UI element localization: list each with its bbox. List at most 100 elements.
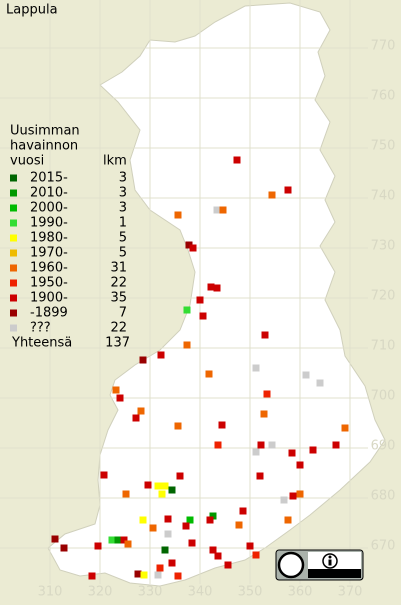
legend-count: 5 bbox=[119, 231, 127, 246]
observation-square bbox=[206, 516, 214, 524]
x-tick-label: 370 bbox=[338, 585, 363, 600]
map-title: Lappula bbox=[6, 3, 58, 18]
observation-square bbox=[60, 544, 68, 552]
observation-square bbox=[316, 379, 324, 387]
observation-square bbox=[120, 536, 128, 544]
legend-swatch bbox=[10, 249, 17, 257]
observation-square bbox=[164, 515, 172, 523]
legend-count: 3 bbox=[119, 186, 127, 201]
observation-square bbox=[88, 572, 96, 580]
y-tick-label: 720 bbox=[371, 289, 396, 304]
observation-square bbox=[296, 461, 304, 469]
observation-square bbox=[183, 341, 191, 349]
legend-title: vuosi bbox=[10, 154, 44, 169]
observation-square bbox=[268, 191, 276, 199]
y-tick-label: 670 bbox=[371, 539, 396, 554]
observation-square bbox=[284, 186, 292, 194]
legend-count: 3 bbox=[119, 171, 127, 186]
observation-square bbox=[341, 424, 349, 432]
legend-count: 3 bbox=[119, 201, 127, 216]
legend-label: 2000- bbox=[30, 201, 68, 216]
observation-square bbox=[252, 448, 260, 456]
observation-square bbox=[260, 410, 268, 418]
observation-square bbox=[213, 284, 221, 292]
observation-square bbox=[139, 356, 147, 364]
observation-square bbox=[233, 156, 241, 164]
legend-label: 1960- bbox=[30, 261, 68, 276]
land bbox=[47, 2, 386, 587]
observation-square bbox=[280, 496, 288, 504]
total-count: 137 bbox=[105, 336, 130, 351]
observation-square bbox=[263, 390, 271, 398]
observation-square bbox=[188, 539, 196, 547]
observation-square bbox=[157, 351, 165, 359]
observation-square bbox=[213, 206, 221, 214]
legend-swatch bbox=[10, 309, 17, 317]
observation-square bbox=[124, 540, 132, 548]
observation-square bbox=[224, 561, 232, 569]
observation-square bbox=[309, 446, 317, 454]
legend-count-header: lkm bbox=[103, 154, 127, 169]
x-tick-label: 330 bbox=[138, 585, 163, 600]
observation-square bbox=[134, 570, 142, 578]
observation-square bbox=[108, 536, 116, 544]
legend-swatch bbox=[10, 279, 17, 287]
legend-label: 2010- bbox=[30, 186, 68, 201]
total-label: Yhteensä bbox=[11, 336, 72, 351]
y-tick-label: 680 bbox=[371, 489, 396, 504]
observation-square bbox=[161, 482, 169, 490]
observation-square bbox=[174, 211, 182, 219]
observation-square bbox=[94, 542, 102, 550]
y-tick-label: 770 bbox=[371, 39, 396, 54]
legend-count: 1 bbox=[119, 216, 127, 231]
observation-square bbox=[186, 516, 194, 524]
observation-square bbox=[182, 522, 190, 530]
observation-square bbox=[239, 507, 247, 515]
observation-square bbox=[209, 512, 217, 520]
legend-swatch bbox=[10, 324, 17, 332]
legend-count: 7 bbox=[119, 306, 127, 321]
observation-square bbox=[189, 244, 197, 252]
legend-count: 5 bbox=[119, 246, 127, 261]
observation-square bbox=[185, 241, 193, 249]
observation-square bbox=[122, 490, 130, 498]
observation-square bbox=[256, 472, 264, 480]
observation-square bbox=[252, 364, 260, 372]
legend-label: -1899 bbox=[30, 306, 68, 321]
observation-square bbox=[114, 536, 122, 544]
legend-title: havainnon bbox=[10, 139, 78, 154]
x-tick-label: 340 bbox=[188, 585, 213, 600]
grid: 310 320 330 340 350 360 370 670 680 690 700 710 720 7… bbox=[0, 0, 395, 600]
legend-swatch bbox=[10, 264, 17, 272]
legend-label: ??? bbox=[30, 321, 51, 336]
observation-square bbox=[261, 331, 269, 339]
legend-swatch bbox=[10, 234, 17, 242]
legend-title: Uusimman bbox=[10, 124, 80, 139]
legend-count: 22 bbox=[110, 276, 127, 291]
observation-square bbox=[235, 521, 243, 529]
observation-square bbox=[158, 490, 166, 498]
y-tick-label: 710 bbox=[371, 339, 396, 354]
legend-label: 1970- bbox=[30, 246, 68, 261]
legend-swatch bbox=[10, 204, 17, 212]
observation-square bbox=[246, 542, 254, 550]
observation-square bbox=[219, 206, 227, 214]
observation-square bbox=[51, 535, 59, 543]
observation-square bbox=[288, 449, 296, 457]
observation-square bbox=[205, 370, 213, 378]
observation-square bbox=[140, 571, 148, 579]
observation-square bbox=[296, 490, 304, 498]
y-tick-label: 760 bbox=[371, 89, 396, 104]
observation-square bbox=[268, 441, 276, 449]
legend-swatch bbox=[10, 219, 17, 227]
observation-square bbox=[302, 371, 310, 379]
observation-square bbox=[174, 572, 182, 580]
observation-square bbox=[112, 386, 120, 394]
x-tick-label: 310 bbox=[38, 585, 63, 600]
cc-badge bbox=[275, 549, 364, 581]
legend-label: 1980- bbox=[30, 231, 68, 246]
observation-square bbox=[168, 559, 176, 567]
observation-square bbox=[199, 312, 207, 320]
